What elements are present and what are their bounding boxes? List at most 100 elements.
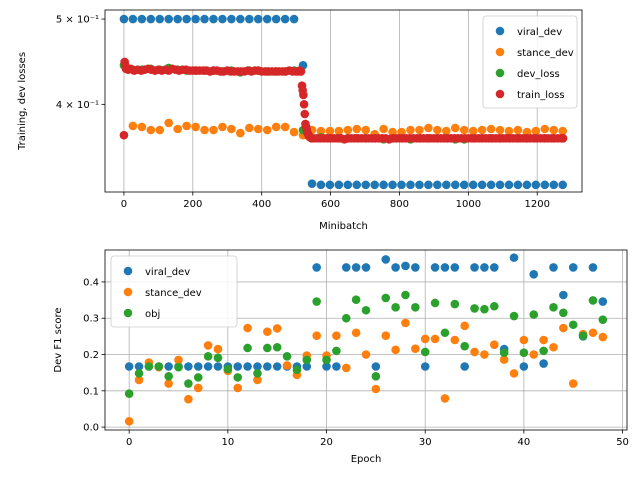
point-stance-dev [430, 334, 440, 344]
point-viral-dev [343, 180, 353, 190]
point-obj [213, 353, 223, 363]
point-viral-dev [519, 362, 529, 371]
point-stance-dev [442, 126, 451, 136]
point-viral-dev [184, 362, 193, 371]
point-stance-dev [191, 122, 200, 132]
point-stance-dev [379, 124, 388, 134]
point-viral-dev [558, 180, 568, 190]
point-viral-dev [424, 180, 433, 190]
legend-top: viral_dev stance_dev dev_loss train_loss [482, 15, 578, 109]
point-viral-dev [531, 180, 541, 190]
x-axis-label-top: Minibatch [319, 221, 368, 232]
point-stance-dev [245, 123, 254, 133]
point-stance-dev [253, 375, 262, 385]
point-stance-dev [124, 416, 134, 426]
legend-marker-dev-loss [495, 68, 505, 78]
point-stance-dev [182, 121, 191, 131]
point-obj [460, 341, 469, 351]
point-stance-dev [325, 126, 335, 136]
point-obj [450, 299, 460, 309]
point-stance-dev [549, 342, 558, 352]
point-viral-dev [397, 180, 406, 190]
y-axis-ticks-top: 4 × 10⁻¹ 5 × 10⁻¹ [56, 15, 105, 111]
point-stance-dev [193, 383, 203, 393]
point-viral-dev [334, 180, 344, 190]
point-stance-dev [173, 124, 182, 134]
point-stance-dev [391, 345, 400, 355]
point-viral-dev [442, 180, 451, 190]
point-viral-dev [440, 263, 450, 272]
point-obj [470, 304, 479, 313]
point-obj [292, 365, 302, 375]
point-stance-dev [128, 121, 138, 131]
point-viral-dev [124, 362, 134, 371]
point-stance-dev [243, 323, 252, 333]
point-viral-dev [379, 180, 388, 190]
point-obj [509, 311, 519, 321]
point-viral-dev [450, 180, 460, 190]
point-stance-dev [411, 344, 420, 354]
point-viral-dev [262, 14, 272, 24]
point-obj [391, 303, 400, 312]
legend-label-dev-loss: dev_loss [517, 69, 560, 80]
point-viral-dev [477, 180, 487, 190]
x-tick-label: 10 [221, 437, 234, 448]
point-stance-dev [440, 394, 450, 403]
point-viral-dev [401, 261, 410, 271]
point-viral-dev [450, 263, 460, 272]
point-stance-dev [486, 124, 496, 134]
y-axis-label-bottom: Dev F1 score [53, 307, 64, 372]
point-obj [420, 347, 430, 357]
point-viral-dev [568, 263, 578, 272]
point-viral-dev [406, 180, 415, 190]
point-stance-dev [450, 123, 460, 133]
point-obj [559, 308, 568, 318]
point-viral-dev [233, 362, 243, 371]
point-stance-dev [146, 125, 156, 135]
point-obj [164, 371, 173, 381]
point-obj [282, 352, 292, 361]
point-stance-dev [539, 335, 548, 345]
point-viral-dev [155, 14, 165, 24]
point-viral-dev [370, 180, 379, 190]
point-viral-dev [312, 263, 321, 272]
y-tick-label: 0.0 [83, 423, 99, 434]
point-obj [568, 320, 578, 330]
point-viral-dev [549, 180, 559, 190]
y-axis-ticks-bottom: 0.0 0.1 0.2 0.3 0.4 [83, 277, 105, 434]
point-viral-dev [480, 263, 489, 272]
x-tick-label: 800 [390, 199, 409, 210]
point-viral-dev [415, 180, 424, 190]
point-stance-dev [263, 327, 272, 336]
y-tick-label: 0.4 [83, 277, 99, 288]
point-viral-dev [430, 263, 440, 272]
point-viral-dev [271, 14, 281, 24]
point-viral-dev [128, 14, 138, 24]
point-viral-dev [332, 362, 341, 371]
point-stance-dev [253, 124, 263, 134]
point-viral-dev [559, 290, 568, 300]
point-train-loss [296, 67, 306, 76]
point-viral-dev [280, 14, 290, 24]
legend-marker-viral-dev [123, 266, 133, 276]
point-viral-dev [213, 362, 223, 371]
point-obj [243, 343, 252, 353]
point-viral-dev [588, 263, 598, 272]
x-tick-label: 0 [121, 199, 127, 210]
point-train-loss [300, 109, 310, 119]
x-tick-label: 600 [321, 199, 340, 210]
point-obj [401, 290, 410, 300]
point-viral-dev [191, 14, 200, 24]
legend-box [110, 255, 238, 328]
legend-label-stance-dev: stance_dev [517, 48, 574, 59]
x-axis-ticks-bottom: 0 10 20 30 40 50 [126, 430, 629, 448]
point-viral-dev [470, 263, 479, 272]
point-obj [223, 364, 233, 374]
point-viral-dev [539, 359, 548, 368]
point-obj [302, 355, 312, 365]
point-viral-dev [495, 180, 505, 190]
point-viral-dev [486, 180, 496, 190]
y-tick-label: 0.3 [83, 314, 99, 325]
point-viral-dev [391, 263, 400, 272]
